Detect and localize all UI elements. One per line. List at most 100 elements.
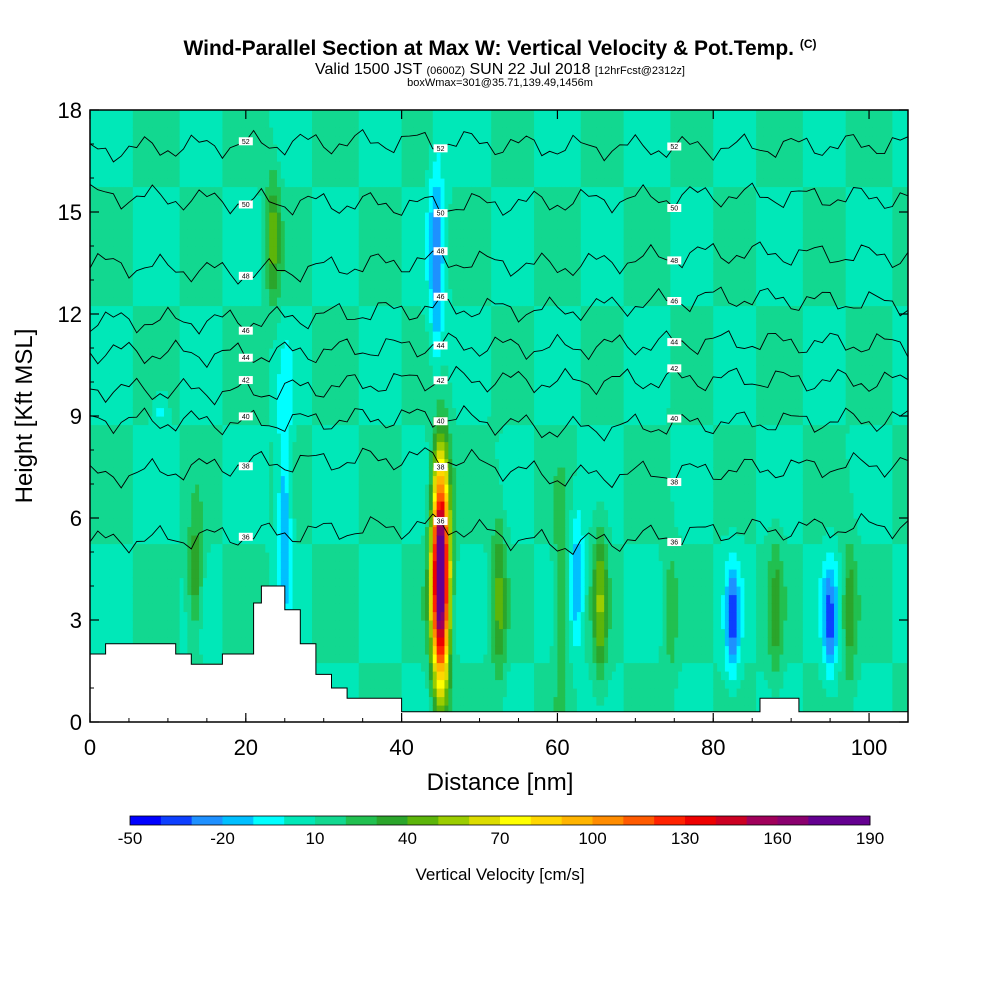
w-cell	[105, 611, 111, 621]
w-cell	[187, 458, 192, 468]
w-cell	[308, 467, 313, 477]
w-cell	[327, 237, 333, 247]
w-cell	[296, 373, 301, 383]
w-cell	[327, 458, 333, 468]
w-cell	[121, 399, 126, 409]
w-cell	[323, 509, 329, 519]
w-cell	[93, 280, 99, 290]
w-cell	[319, 620, 325, 630]
w-cell	[214, 569, 220, 579]
w-cell	[164, 560, 169, 570]
w-cell	[202, 475, 208, 485]
w-cell	[179, 135, 185, 145]
w-cell	[304, 195, 309, 205]
w-cell	[187, 399, 192, 409]
w-cell	[347, 135, 352, 145]
w-cell	[343, 594, 348, 604]
w-cell	[331, 552, 336, 562]
w-cell	[113, 178, 118, 188]
w-cell	[187, 620, 192, 630]
w-cell	[335, 212, 340, 222]
w-cell	[312, 203, 317, 213]
w-cell	[339, 110, 344, 120]
w-cell	[105, 526, 111, 536]
w-cell	[269, 390, 274, 400]
w-cell	[167, 169, 173, 179]
w-cell	[144, 509, 150, 519]
w-cell	[121, 441, 126, 451]
w-cell	[90, 637, 95, 647]
w-cell	[347, 560, 352, 570]
w-cell	[187, 220, 192, 230]
w-cell	[117, 467, 122, 477]
w-cell	[191, 297, 196, 307]
w-cell	[350, 535, 356, 545]
w-cell	[234, 501, 239, 511]
w-cell	[101, 271, 107, 281]
w-cell	[261, 203, 266, 213]
w-cell	[144, 195, 150, 205]
w-cell	[339, 577, 344, 587]
w-cell	[191, 382, 196, 392]
w-cell	[199, 220, 204, 230]
w-cell	[347, 305, 352, 315]
w-cell	[300, 603, 305, 613]
w-cell	[214, 220, 220, 230]
w-cell	[105, 569, 111, 579]
w-cell	[288, 271, 294, 281]
w-cell	[241, 526, 247, 536]
w-cell	[140, 424, 146, 434]
w-cell	[101, 433, 107, 443]
w-cell	[97, 382, 103, 392]
w-cell	[226, 637, 231, 647]
w-cell	[148, 331, 153, 341]
w-cell	[152, 212, 157, 222]
w-cell	[167, 314, 173, 324]
w-cell	[175, 203, 181, 213]
w-cell	[296, 135, 301, 145]
w-cell	[253, 161, 259, 171]
w-cell	[210, 382, 216, 392]
w-cell	[350, 679, 356, 689]
w-cell	[121, 458, 126, 468]
w-cell	[156, 314, 161, 324]
w-cell	[253, 263, 259, 273]
w-cell	[226, 246, 231, 256]
w-cell	[214, 509, 220, 519]
w-cell	[343, 271, 348, 281]
w-cell	[156, 152, 161, 162]
w-cell	[343, 637, 348, 647]
w-cell	[191, 560, 196, 570]
w-cell	[113, 144, 118, 154]
w-cell	[191, 509, 196, 519]
w-cell	[288, 203, 294, 213]
w-cell	[323, 169, 329, 179]
w-cell	[304, 399, 309, 409]
w-cell	[265, 543, 270, 553]
w-cell	[347, 127, 352, 137]
w-cell	[315, 135, 321, 145]
w-cell	[292, 195, 298, 205]
w-cell	[347, 679, 352, 689]
w-cell	[257, 390, 262, 400]
w-cell	[105, 110, 111, 120]
w-cell	[187, 237, 192, 247]
w-cell	[117, 399, 122, 409]
w-cell	[327, 161, 333, 171]
w-cell	[269, 518, 274, 528]
w-cell	[284, 501, 290, 511]
w-cell	[339, 195, 344, 205]
w-cell	[128, 365, 134, 375]
w-cell	[265, 433, 270, 443]
w-cell	[117, 603, 122, 613]
w-cell	[226, 628, 231, 638]
w-cell	[214, 212, 220, 222]
w-cell	[327, 297, 333, 307]
w-cell	[93, 331, 99, 341]
w-cell	[187, 331, 192, 341]
w-cell	[101, 399, 107, 409]
w-cell	[183, 348, 188, 358]
w-cell	[121, 637, 126, 647]
w-cell	[269, 254, 274, 264]
w-cell	[327, 110, 333, 120]
